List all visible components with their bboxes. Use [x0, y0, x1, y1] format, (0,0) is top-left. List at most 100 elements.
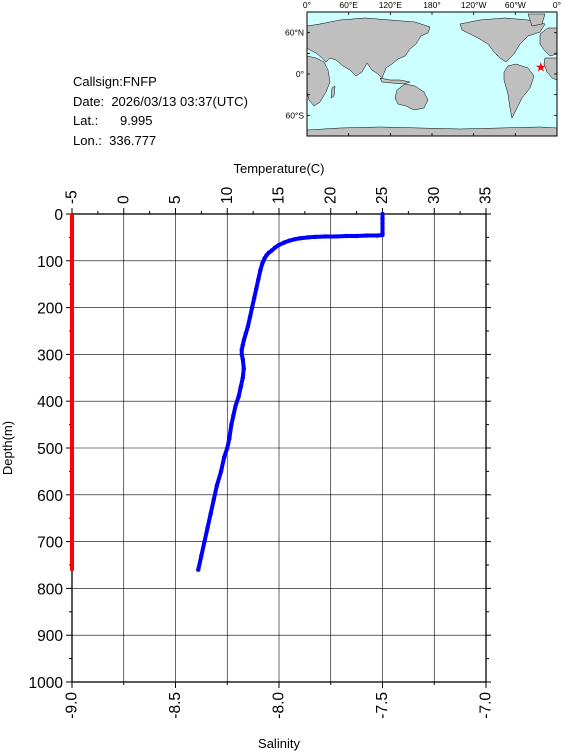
salinity-axis: -9.0 -8.5 -8.0 -7.5 -7.0 [64, 682, 495, 719]
temperature-point [240, 375, 245, 380]
temperature-point [225, 445, 230, 451]
indonesia-landmass [379, 77, 411, 85]
date-value: 2026/03/13 03:37(UTC) [111, 93, 248, 109]
series-layer [70, 211, 385, 572]
chart-grid [71, 213, 487, 683]
salinity-tick-label: -7.0 [478, 692, 495, 719]
temperature-point [380, 221, 385, 226]
lon-value: 336.777 [109, 132, 157, 148]
temperature-point [218, 469, 224, 474]
map-top-labels: 0° 60°E 120°E 180° 120°W 60°W 0° [303, 0, 561, 10]
temperature-point [380, 216, 385, 221]
star-icon: ★ [535, 60, 547, 75]
depth-axis: 0 100 200 300 400 500 600 700 800 900 1000 [29, 207, 491, 692]
map-longitude-label: 60°E [339, 0, 358, 10]
depth-tick-label: 900 [37, 628, 63, 645]
temperature-profile-line [196, 214, 385, 571]
salinity-tick-label: -9.0 [64, 692, 81, 719]
temperature-point [380, 225, 385, 231]
temperature-tick-label: 30 [426, 186, 443, 204]
temperature-point [196, 567, 201, 572]
temperature-point [313, 234, 318, 240]
europe-landmass [539, 27, 558, 57]
temperature-point [240, 356, 245, 362]
temperature-tick-label: 0 [115, 195, 132, 204]
temperature-point [272, 245, 278, 250]
temperature-tick-label: 15 [271, 187, 288, 204]
south-america-landmass [503, 63, 535, 119]
depth-tick-label: 700 [37, 535, 63, 552]
map-longitude-label: 0° [303, 0, 311, 10]
callsign-label: Callsign: [73, 74, 123, 89]
temperature-point [380, 232, 385, 238]
temperature-point [227, 436, 232, 441]
lat-row: Lat.: 9.995 [73, 111, 248, 131]
map-longitude-label: 0° [553, 0, 561, 10]
salinity-tick-label: -8.5 [167, 692, 184, 719]
temperature-point [281, 240, 287, 245]
callsign-row: Callsign:FNFP [73, 72, 248, 92]
temperature-point [287, 238, 292, 243]
map-frame: 0° 60°E 120°E 180° 120°W 60°W 0° 60°N 0° 60°S ★ [285, 0, 561, 137]
australia-landmass [394, 83, 429, 111]
lat-label: Lat.: [73, 113, 99, 128]
depth-tick-label: 0 [54, 207, 63, 224]
africa-landmass [306, 55, 331, 107]
depth-tick-label: 600 [37, 488, 63, 505]
temperature-point [241, 338, 247, 343]
temperature-point [344, 233, 349, 239]
salinity-tick-label: -8.0 [271, 692, 288, 719]
depth-tick-label: 400 [37, 394, 63, 411]
temperature-tick-label: 25 [374, 187, 391, 204]
map-longitude-label: 60°W [505, 0, 526, 10]
temperature-point [236, 394, 241, 399]
temperature-point [221, 455, 227, 460]
temperature-point [205, 525, 210, 530]
temperature-point [380, 211, 385, 217]
temperature-axis: -5 0 5 10 15 20 25 30 35 [64, 186, 495, 214]
north-america-landmass [459, 17, 546, 63]
temperature-axis-title: Temperature(C) [233, 161, 324, 176]
greenland-landmass [527, 13, 546, 27]
temperature-point [262, 256, 267, 261]
map-latitude-label: 0° [296, 69, 304, 79]
station-info: Callsign:FNFP Date: 2026/03/13 03:37(UTC… [73, 72, 248, 150]
temperature-tick-label: 35 [478, 187, 495, 204]
temperature-point [241, 366, 247, 371]
temperature-point [211, 497, 216, 502]
temperature-point [297, 236, 302, 241]
temperature-tick-label: 20 [322, 186, 339, 204]
lon-label: Lon.: [73, 132, 102, 148]
map-lat-labels: 60°N 0° 60°S [285, 28, 304, 121]
depth-tick-label: 300 [37, 347, 63, 364]
temperature-point [229, 422, 234, 427]
temperature-point [233, 403, 238, 409]
depth-tick-label: 1000 [29, 675, 64, 692]
temperature-point [240, 342, 245, 348]
temperature-tick-label: -5 [64, 190, 81, 204]
temperature-point [239, 352, 244, 357]
temperature-point [260, 260, 265, 266]
depth-tick-label: 800 [37, 581, 63, 598]
temperature-point [254, 286, 259, 292]
lon-row: Lon.: 336.777 [73, 131, 248, 151]
depth-tick-label: 100 [37, 254, 63, 271]
depth-tick-label: 500 [37, 441, 63, 458]
map-longitude-label: 180° [423, 0, 441, 10]
temperature-point [214, 483, 220, 488]
date-label: Date: [73, 93, 105, 109]
eurasia-landmass [306, 17, 431, 79]
depth-tick-label: 200 [37, 301, 63, 318]
callsign-value: FNFP [122, 74, 157, 89]
temperature-point [199, 553, 204, 558]
temperature-point [249, 305, 255, 310]
temperature-tick-label: 10 [219, 186, 236, 204]
madagascar-landmass [330, 85, 336, 99]
temperature-point [231, 413, 236, 418]
temperature-point [276, 242, 282, 248]
temperature-point [258, 267, 263, 273]
temperature-tick-label: 5 [167, 195, 184, 204]
map-longitude-label: 120°W [461, 0, 487, 10]
